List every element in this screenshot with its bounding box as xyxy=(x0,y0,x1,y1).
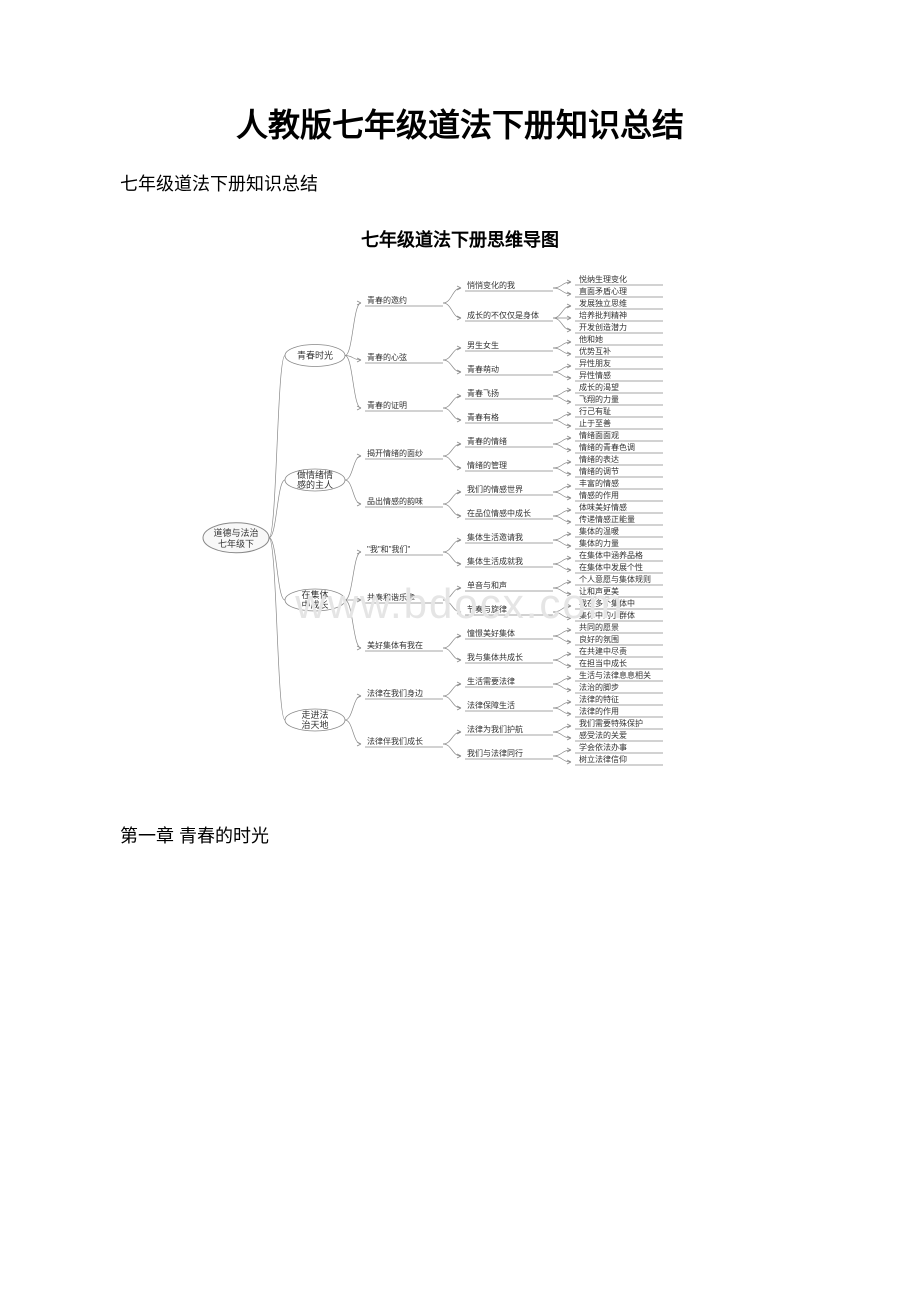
svg-text:让和声更美: 让和声更美 xyxy=(579,586,619,596)
svg-text:我们与法律同行: 我们与法律同行 xyxy=(467,748,523,758)
svg-text:我们需要特殊保护: 我们需要特殊保护 xyxy=(579,718,643,728)
svg-text:集体中的小群体: 集体中的小群体 xyxy=(579,610,635,620)
svg-text:单音与和声: 单音与和声 xyxy=(467,580,507,590)
svg-text:情绪的青春色调: 情绪的青春色调 xyxy=(579,442,635,452)
svg-text:在品位情感中成长: 在品位情感中成长 xyxy=(467,508,531,518)
svg-text:情绪的表达: 情绪的表达 xyxy=(579,454,619,464)
svg-text:青春的邀约: 青春的邀约 xyxy=(367,295,407,305)
svg-text:男生女生: 男生女生 xyxy=(467,340,499,350)
svg-text:共奏和谐乐章: 共奏和谐乐章 xyxy=(367,592,415,602)
svg-text:品出情感的韵味: 品出情感的韵味 xyxy=(367,496,423,506)
svg-text:法律为我们护航: 法律为我们护航 xyxy=(467,724,523,734)
svg-text:青春时光: 青春时光 xyxy=(297,350,333,361)
svg-text:法律的特征: 法律的特征 xyxy=(579,694,619,704)
svg-text:开发创造潜力: 开发创造潜力 xyxy=(579,322,627,332)
svg-text:青春飞扬: 青春飞扬 xyxy=(467,388,499,398)
svg-text:个人意愿与集体规则: 个人意愿与集体规则 xyxy=(579,574,651,584)
svg-text:共同的愿景: 共同的愿景 xyxy=(579,622,619,632)
svg-text:青春的心弦: 青春的心弦 xyxy=(367,352,407,362)
svg-text:节奏与旋律: 节奏与旋律 xyxy=(467,604,507,614)
svg-text:青春的情绪: 青春的情绪 xyxy=(467,436,507,446)
svg-text:走进法: 走进法 xyxy=(301,709,328,720)
svg-text:优势互补: 优势互补 xyxy=(579,346,611,356)
svg-text:青春的证明: 青春的证明 xyxy=(367,400,407,410)
svg-text:我在多个集体中: 我在多个集体中 xyxy=(579,598,635,608)
svg-text:他和她: 他和她 xyxy=(579,334,603,344)
svg-text:异性情感: 异性情感 xyxy=(579,370,611,380)
svg-text:集体生活邀请我: 集体生活邀请我 xyxy=(467,532,523,542)
svg-text:我与集体共成长: 我与集体共成长 xyxy=(467,652,523,662)
svg-text:法律在我们身边: 法律在我们身边 xyxy=(367,688,423,698)
svg-text:憧憬美好集体: 憧憬美好集体 xyxy=(467,628,515,638)
svg-text:培养批判精神: 培养批判精神 xyxy=(579,310,627,320)
svg-text:发展独立思维: 发展独立思维 xyxy=(579,298,627,308)
svg-text:七年级下: 七年级下 xyxy=(218,538,254,549)
svg-text:法律的作用: 法律的作用 xyxy=(579,706,619,716)
svg-text:学会依法办事: 学会依法办事 xyxy=(579,742,627,752)
svg-text:生活需要法律: 生活需要法律 xyxy=(467,676,515,686)
svg-text:揭开情绪的面纱: 揭开情绪的面纱 xyxy=(367,448,423,458)
svg-text:直面矛盾心理: 直面矛盾心理 xyxy=(579,286,627,296)
svg-text:成长的不仅仅是身体: 成长的不仅仅是身体 xyxy=(467,310,539,320)
svg-text:美好集体有我在: 美好集体有我在 xyxy=(367,640,423,650)
svg-text:良好的氛围: 良好的氛围 xyxy=(579,634,619,644)
chapter-heading: 第一章 青春的时光 xyxy=(120,822,800,848)
svg-text:行己有耻: 行己有耻 xyxy=(579,406,611,416)
mindmap-container: www.bdocx.com 悦纳生理变化直面矛盾心理悄悄变化的我发展独立思维培养… xyxy=(195,270,725,782)
mindmap-title: 七年级道法下册思维导图 xyxy=(120,226,800,252)
svg-text:悦纳生理变化: 悦纳生理变化 xyxy=(579,274,627,284)
svg-text:情绪的管理: 情绪的管理 xyxy=(467,460,507,470)
svg-text:异性朋友: 异性朋友 xyxy=(579,358,611,368)
svg-text:治天地: 治天地 xyxy=(301,719,328,730)
svg-text:情感的作用: 情感的作用 xyxy=(579,490,619,500)
svg-text:"我"和"我们": "我"和"我们" xyxy=(367,544,411,554)
svg-text:青春萌动: 青春萌动 xyxy=(467,364,499,374)
svg-text:在集体中涵养品格: 在集体中涵养品格 xyxy=(579,550,643,560)
svg-text:成长的渴望: 成长的渴望 xyxy=(579,382,619,392)
svg-text:丰富的情感: 丰富的情感 xyxy=(579,478,619,488)
svg-text:止于至善: 止于至善 xyxy=(579,418,611,428)
svg-text:青春有格: 青春有格 xyxy=(467,412,499,422)
svg-text:道德与法治: 道德与法治 xyxy=(213,527,258,538)
svg-text:感的主人: 感的主人 xyxy=(297,479,333,490)
svg-text:在集体: 在集体 xyxy=(301,589,328,600)
svg-text:在共建中尽责: 在共建中尽责 xyxy=(579,646,627,656)
svg-text:我们的情感世界: 我们的情感世界 xyxy=(467,484,523,494)
svg-text:中成长: 中成长 xyxy=(301,599,328,610)
svg-text:在担当中成长: 在担当中成长 xyxy=(579,658,627,668)
subtitle: 七年级道法下册知识总结 xyxy=(120,170,800,196)
mindmap-svg: 悦纳生理变化直面矛盾心理 悄悄变化的我发展独立思维培养批判精神开发创造潜力 成长的不… xyxy=(195,270,725,782)
svg-text:情绪面面观: 情绪面面观 xyxy=(579,430,619,440)
main-title: 人教版七年级道法下册知识总结 xyxy=(120,100,800,146)
svg-text:做情绪情: 做情绪情 xyxy=(297,469,333,480)
svg-text:法律保障生活: 法律保障生活 xyxy=(467,700,515,710)
svg-text:树立法律信仰: 树立法律信仰 xyxy=(579,754,627,764)
svg-text:法治的脚步: 法治的脚步 xyxy=(579,682,619,692)
svg-text:悄悄变化的我: 悄悄变化的我 xyxy=(467,280,515,290)
svg-text:法律伴我们成长: 法律伴我们成长 xyxy=(367,736,423,746)
svg-text:集体的力量: 集体的力量 xyxy=(579,538,619,548)
svg-text:集体生活成就我: 集体生活成就我 xyxy=(467,556,523,566)
svg-text:感受法的关爱: 感受法的关爱 xyxy=(579,730,627,740)
svg-text:在集体中发展个性: 在集体中发展个性 xyxy=(579,562,643,572)
svg-text:集体的温暖: 集体的温暖 xyxy=(579,526,619,536)
svg-text:传递情感正能量: 传递情感正能量 xyxy=(579,514,635,524)
svg-text:生活与法律息息相关: 生活与法律息息相关 xyxy=(579,670,651,680)
svg-text:飞翔的力量: 飞翔的力量 xyxy=(579,394,619,404)
svg-text:情绪的调节: 情绪的调节 xyxy=(579,466,619,476)
svg-text:体味美好情感: 体味美好情感 xyxy=(579,502,627,512)
